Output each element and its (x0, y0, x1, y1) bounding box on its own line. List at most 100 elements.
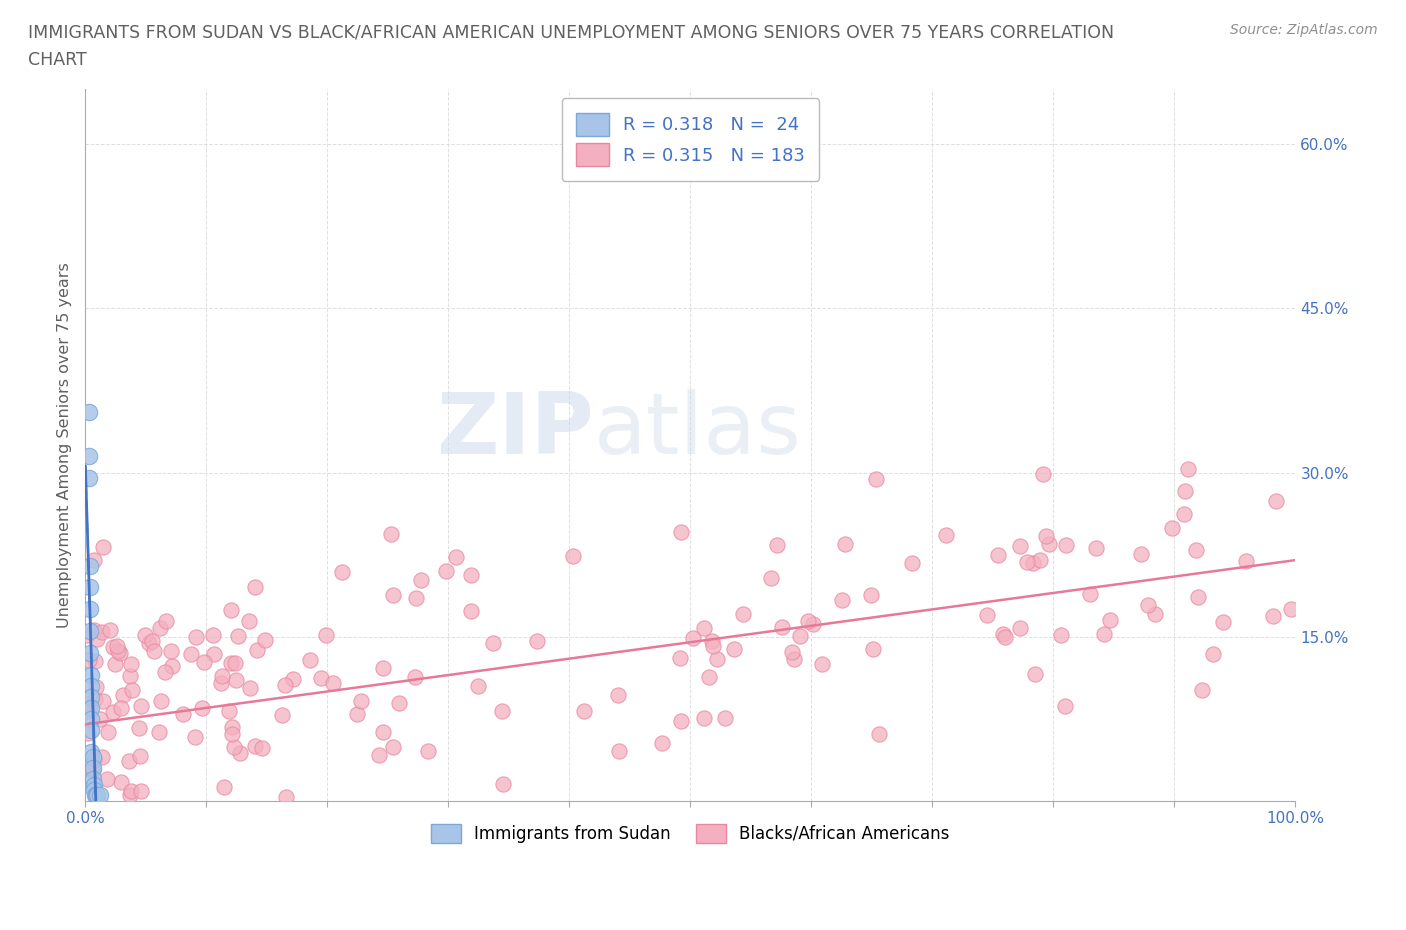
Point (1022, 555, 1045, 570)
Point (184, 630, 207, 644)
Point (1024, 667, 1046, 682)
Point (309, 671, 332, 685)
Point (380, 526, 402, 541)
Point (82, 761, 104, 776)
Point (121, 682, 143, 697)
Point (702, 638, 724, 653)
Point (80, 744, 103, 759)
Point (436, 565, 458, 579)
Point (1017, 555, 1039, 570)
Point (693, 711, 716, 725)
Point (214, 780, 236, 795)
Point (416, 744, 439, 759)
Point (298, 653, 321, 668)
Point (76, 697, 98, 711)
Point (84, 788, 107, 803)
Point (84, 788, 107, 803)
Point (96, 771, 118, 786)
Point (801, 617, 824, 631)
Point (1085, 540, 1108, 555)
Point (79, 580, 101, 595)
Point (129, 748, 152, 763)
Point (160, 658, 183, 673)
Point (128, 720, 150, 735)
Point (91, 539, 114, 554)
Point (141, 634, 163, 649)
Point (1010, 538, 1032, 553)
Point (382, 739, 405, 754)
Text: IMMIGRANTS FROM SUDAN VS BLACK/AFRICAN AMERICAN UNEMPLOYMENT AMONG SENIORS OVER : IMMIGRANTS FROM SUDAN VS BLACK/AFRICAN A… (28, 23, 1114, 41)
Point (682, 631, 704, 645)
Point (460, 567, 482, 582)
Point (190, 700, 212, 715)
Point (714, 711, 737, 725)
Point (1029, 552, 1052, 567)
Point (865, 472, 887, 486)
Point (180, 646, 202, 661)
Point (243, 580, 266, 595)
Point (994, 630, 1017, 644)
Point (118, 753, 141, 768)
Point (526, 633, 548, 648)
Point (82, 763, 104, 777)
Point (225, 672, 247, 687)
Point (281, 671, 304, 686)
Point (668, 650, 690, 665)
Point (79, 624, 101, 639)
Point (84, 654, 107, 669)
Point (100, 623, 122, 638)
Point (1050, 628, 1073, 643)
Point (783, 652, 806, 667)
Point (274, 678, 297, 693)
Point (935, 527, 957, 542)
Point (1010, 620, 1032, 635)
Point (83, 751, 105, 766)
Point (159, 644, 181, 658)
Point (172, 707, 194, 722)
Point (120, 657, 142, 671)
Point (1038, 537, 1060, 551)
Point (79, 602, 101, 617)
Point (148, 724, 170, 739)
Point (91, 624, 114, 639)
Point (218, 703, 240, 718)
Point (700, 633, 723, 648)
Point (1279, 602, 1302, 617)
Point (201, 628, 224, 643)
Point (770, 619, 793, 634)
Point (1032, 466, 1054, 481)
Point (129, 784, 152, 799)
Point (219, 656, 242, 671)
Point (77, 448, 100, 463)
Point (149, 621, 172, 636)
Point (76, 703, 98, 718)
Point (1261, 608, 1284, 623)
Point (224, 740, 246, 755)
Point (350, 694, 373, 709)
Point (492, 777, 515, 791)
Point (112, 687, 135, 702)
Point (120, 783, 142, 798)
Point (1202, 646, 1225, 661)
Point (80, 764, 103, 778)
Point (221, 726, 243, 741)
Legend: Immigrants from Sudan, Blacks/African Americans: Immigrants from Sudan, Blacks/African Am… (425, 817, 956, 849)
Point (651, 736, 673, 751)
Point (789, 629, 811, 644)
Point (77, 405, 100, 419)
Point (82, 750, 104, 764)
Point (77, 471, 100, 485)
Point (572, 703, 595, 718)
Point (759, 570, 782, 585)
Point (270, 708, 292, 723)
Point (202, 646, 225, 661)
Point (607, 744, 630, 759)
Point (388, 696, 411, 711)
Point (834, 537, 856, 551)
Point (276, 790, 298, 804)
Point (482, 635, 505, 650)
Point (900, 555, 922, 570)
Point (862, 642, 884, 657)
Point (780, 644, 803, 659)
Point (84, 679, 107, 694)
